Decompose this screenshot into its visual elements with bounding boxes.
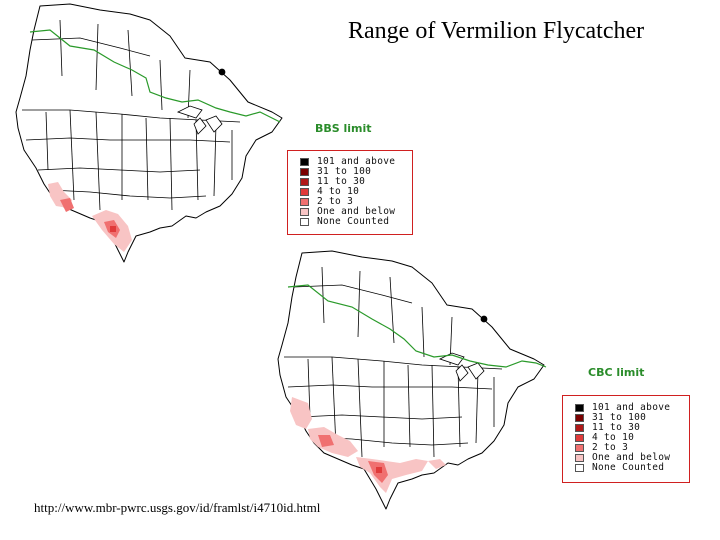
- legend-row: 101 and above: [563, 402, 689, 413]
- legend-label: One and below: [317, 206, 396, 217]
- range-density-fill: [290, 397, 446, 493]
- range-density-fill: [48, 182, 132, 252]
- legend-row: 31 to 100: [563, 412, 689, 423]
- legend-swatch: [300, 168, 309, 176]
- legend-row: One and below: [288, 206, 412, 217]
- legend-swatch: [575, 404, 584, 412]
- legend-row: 4 to 10: [288, 186, 412, 197]
- arizona-core: [60, 198, 74, 212]
- legend-label: 31 to 100: [592, 412, 647, 423]
- legend-label: 2 to 3: [317, 196, 354, 207]
- legend-swatch: [575, 454, 584, 462]
- legend-swatch: [300, 218, 309, 226]
- legend-label: 31 to 100: [317, 166, 372, 177]
- legend-label: None Counted: [592, 462, 665, 473]
- legend-swatch: [300, 178, 309, 186]
- north-america-outline: [15, 3, 283, 263]
- cbc-limit-line: [287, 284, 547, 368]
- legend-label: 2 to 3: [592, 442, 629, 453]
- legend-row: None Counted: [288, 216, 412, 227]
- bbs-legend: 101 and above 31 to 100 11 to 30 4 to 10…: [287, 150, 413, 235]
- gulf-coast-range: [428, 459, 446, 469]
- legend-swatch: [575, 444, 584, 452]
- legend-row: 2 to 3: [288, 196, 412, 207]
- great-lakes: [176, 68, 226, 135]
- california-range: [290, 397, 312, 429]
- legend-row: 4 to 10: [563, 432, 689, 443]
- bbs-limit-label: BBS limit: [315, 122, 372, 135]
- legend-row: 11 to 30: [563, 422, 689, 433]
- legend-swatch: [300, 188, 309, 196]
- legend-row: 101 and above: [288, 156, 412, 167]
- legend-label: One and below: [592, 452, 671, 463]
- legend-row: 31 to 100: [288, 166, 412, 177]
- legend-row: One and below: [563, 452, 689, 463]
- legend-swatch: [575, 434, 584, 442]
- legend-label: 4 to 10: [317, 186, 360, 197]
- cbc-range-map: [277, 250, 547, 510]
- texas-hotspot: [110, 226, 116, 232]
- cbc-legend: 101 and above 31 to 100 11 to 30 4 to 10…: [562, 395, 690, 483]
- legend-label: 101 and above: [592, 402, 671, 413]
- region-boundaries: [22, 19, 241, 233]
- arizona-core: [318, 435, 334, 447]
- bbs-range-map: [15, 3, 283, 263]
- source-url: http://www.mbr-pwrc.usgs.gov/id/framlst/…: [34, 500, 321, 515]
- legend-label: None Counted: [317, 216, 390, 227]
- bbs-limit-line: [29, 29, 281, 123]
- legend-swatch: [575, 414, 584, 422]
- legend-row: 11 to 30: [288, 176, 412, 187]
- legend-swatch: [300, 158, 309, 166]
- cbc-limit-label: CBC limit: [588, 366, 645, 379]
- legend-label: 4 to 10: [592, 432, 635, 443]
- texas-hotspot: [376, 467, 382, 473]
- legend-swatch: [575, 424, 584, 432]
- legend-row: 2 to 3: [563, 442, 689, 453]
- legend-label: 11 to 30: [317, 176, 366, 187]
- legend-label: 11 to 30: [592, 422, 641, 433]
- legend-row: None Counted: [563, 462, 689, 473]
- legend-swatch: [575, 464, 584, 472]
- legend-swatch: [300, 198, 309, 206]
- legend-label: 101 and above: [317, 156, 396, 167]
- legend-swatch: [300, 208, 309, 216]
- southwest-range: [308, 427, 358, 457]
- page-title: Range of Vermilion Flycatcher: [348, 18, 645, 44]
